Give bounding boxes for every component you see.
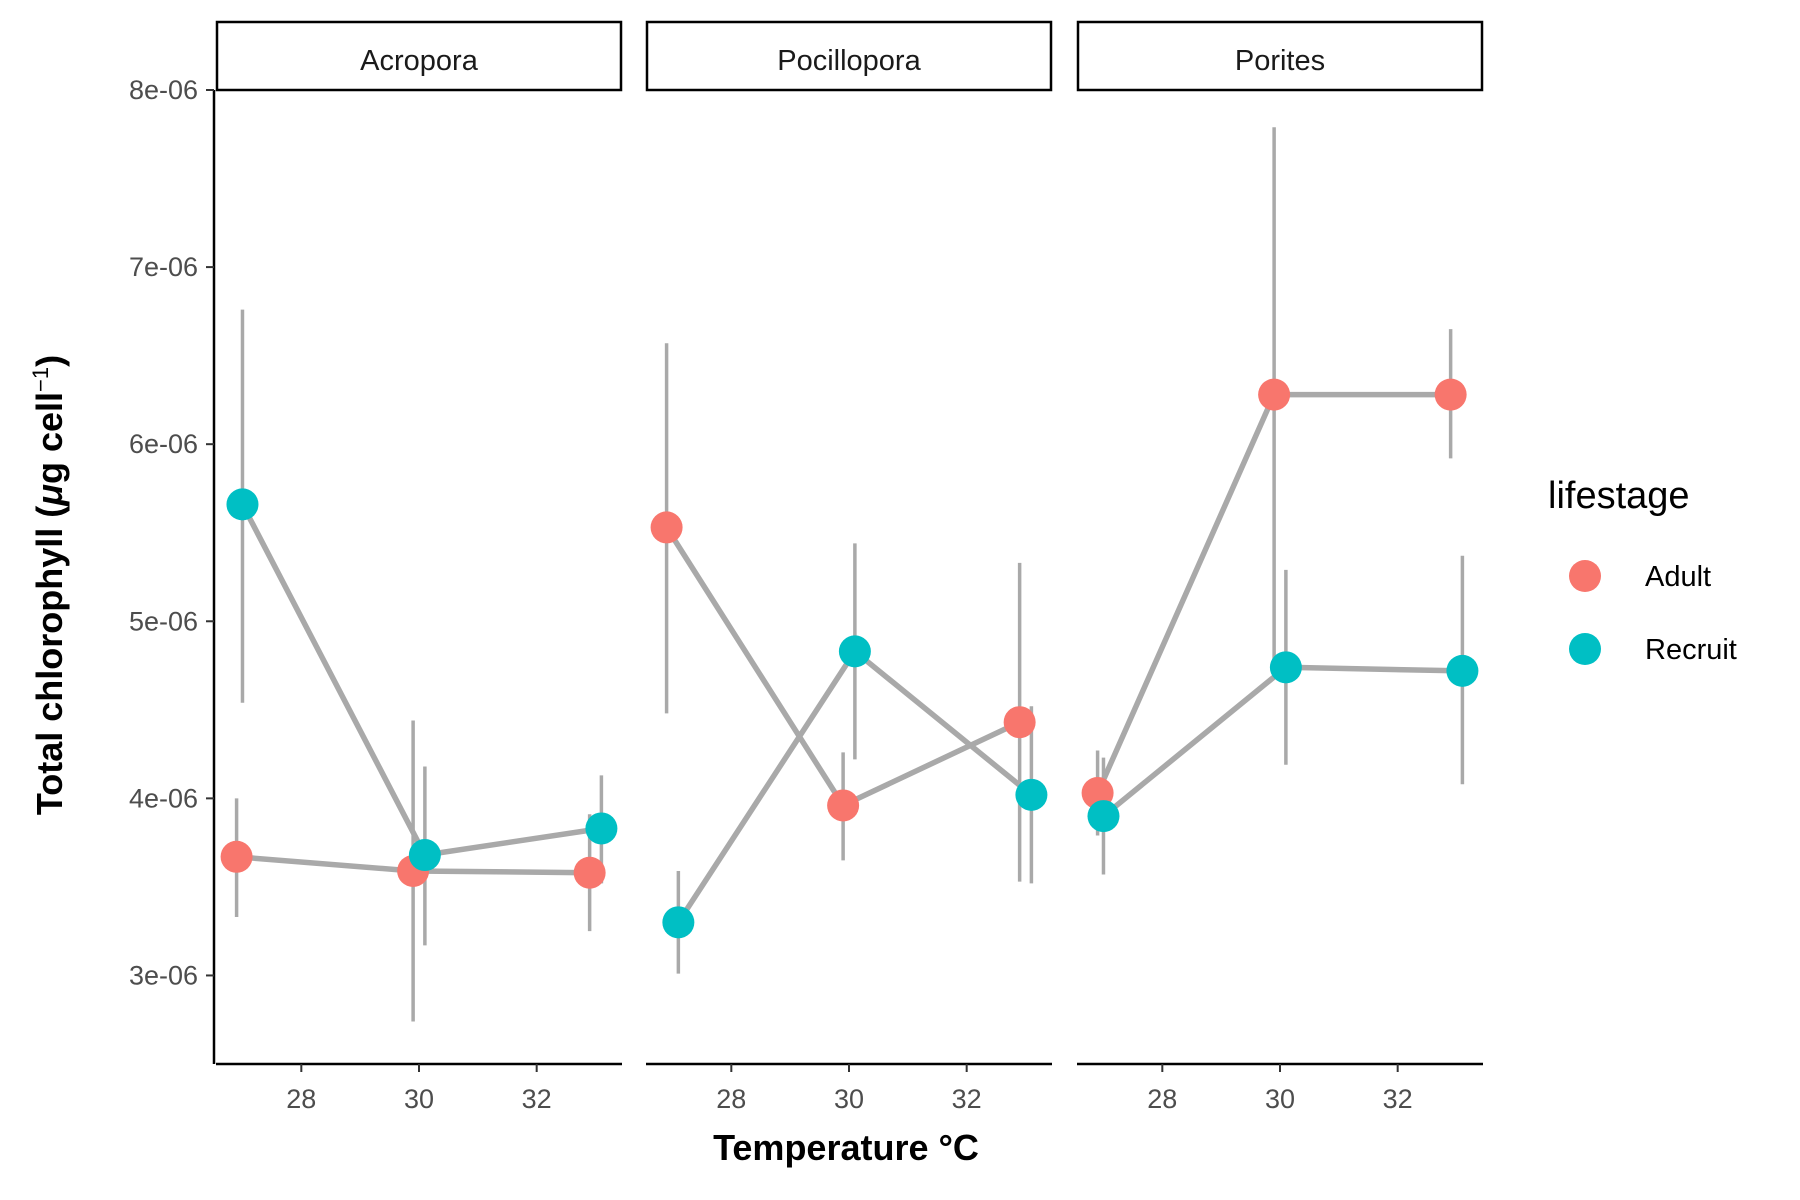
data-point-recruit (1087, 800, 1120, 833)
x-tick-label: 32 (522, 1084, 552, 1114)
x-axis-title: Temperature °C (713, 1127, 979, 1168)
facet-strip (215, 20, 623, 92)
x-tick-label: 28 (286, 1084, 316, 1114)
legend-title: lifestage (1548, 475, 1690, 517)
legend: lifestage Adult Recruit (1548, 475, 1737, 666)
x-tick-label: 30 (1265, 1084, 1295, 1114)
legend-label-adult: Adult (1645, 561, 1711, 593)
x-tick-label: 32 (952, 1084, 982, 1114)
x-tick-label: 28 (716, 1084, 746, 1114)
data-point-adult (220, 840, 253, 873)
data-point-recruit (408, 839, 441, 872)
facet-strip-label: Acropora (360, 45, 479, 77)
y-tick-label: 6e-06 (129, 429, 198, 459)
facet-panel-porites: Porites 28 30 32 (1076, 20, 1484, 1114)
data-point-recruit (1269, 651, 1302, 684)
facet-strip (645, 20, 1053, 92)
data-point-recruit (662, 906, 695, 939)
legend-key-recruit (1569, 633, 1601, 665)
y-axis-title: Total chlorophyll (μg cell−1) (28, 355, 70, 815)
y-tick-label: 3e-06 (129, 960, 198, 990)
data-point-recruit (838, 635, 871, 668)
y-tick-label: 5e-06 (129, 606, 198, 636)
facet-panel-acropora: Acropora 28 30 32 (215, 20, 623, 1114)
x-tick-label: 30 (834, 1084, 864, 1114)
x-tick-label: 30 (404, 1084, 434, 1114)
data-point-adult (1434, 378, 1467, 411)
legend-label-recruit: Recruit (1645, 634, 1737, 666)
facet-strip-label: Porites (1235, 45, 1325, 77)
data-point-recruit (1446, 654, 1479, 687)
legend-key-adult (1569, 560, 1601, 592)
series-line-recruit (240, 503, 602, 858)
data-point-recruit (1015, 778, 1048, 811)
facet-strip (1076, 20, 1484, 92)
facet-strip-label: Pocillopora (777, 45, 921, 77)
facet-panel-pocillopora: Pocillopora 28 30 32 (645, 20, 1053, 1114)
y-tick-label: 7e-06 (129, 252, 198, 282)
y-tick-label: 4e-06 (129, 783, 198, 813)
data-point-adult (827, 789, 860, 822)
series-line-recruit (1101, 664, 1463, 819)
data-point-adult (650, 511, 683, 544)
data-point-adult (1003, 706, 1036, 739)
data-point-recruit (585, 812, 618, 845)
data-point-recruit (226, 488, 259, 521)
x-tick-label: 32 (1383, 1084, 1413, 1114)
x-tick-label: 28 (1147, 1084, 1177, 1114)
y-tick-label: 8e-06 (129, 75, 198, 105)
data-point-adult (1258, 378, 1291, 411)
facet-panels: Acropora 28 30 32 Pocillopora 28 30 32 Porites 28… (215, 20, 1484, 1114)
data-point-adult (573, 856, 606, 889)
y-axis: 3e-06 4e-06 5e-06 6e-06 7e-06 8e-06 (129, 75, 216, 1064)
